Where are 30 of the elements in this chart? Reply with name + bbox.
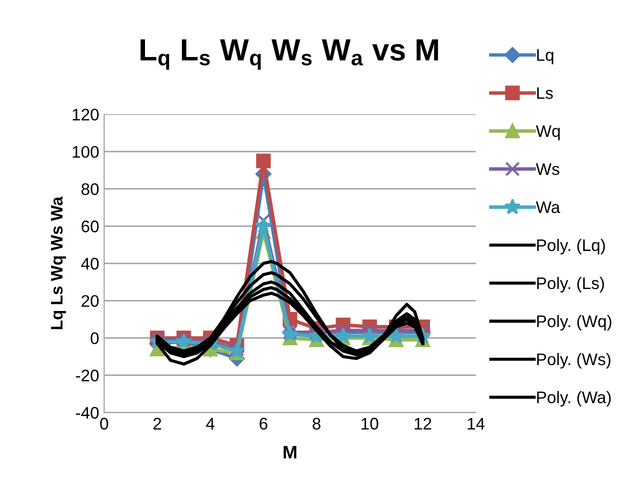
legend-label: Poly. (Wa) [537, 391, 611, 407]
legend-label: Lq [537, 49, 554, 64]
legend-label: Poly. (Ws) [537, 352, 610, 369]
x-tick-label: 6 [260, 418, 268, 430]
legend-label: Wq [536, 125, 560, 140]
x-tick-label: 0 [100, 418, 108, 430]
y-tick-label: 20 [82, 295, 99, 307]
y-tick-label: -40 [76, 406, 99, 419]
x-tick-label: 14 [468, 418, 485, 430]
y-tick-label: -20 [76, 370, 99, 382]
y-tick-label: 100 [72, 146, 99, 158]
y-tick-label: 0 [90, 332, 99, 344]
legend-label: Wa [536, 201, 560, 214]
x-tick-label: 12 [414, 418, 432, 430]
x-tick-label: 8 [312, 418, 320, 430]
x-axis-title: M [284, 446, 296, 458]
y-tick-label: 40 [81, 258, 99, 270]
legend-label: Poly. (Lq) [537, 238, 605, 254]
legend-label: Poly. (Wq) [537, 314, 612, 330]
legend-label: Poly. (Ls) [537, 276, 604, 292]
y-tick-label: 80 [81, 183, 99, 196]
chart-title: L$_{q}$ L$_{s}$ W$_{q}$ W$_{s}$ W$_{a}$ vs M [140, 39, 438, 70]
y-tick-label: 120 [72, 108, 99, 121]
x-tick-label: 10 [362, 418, 378, 430]
x-tick-label: 2 [153, 418, 162, 430]
y-tick-label: 60 [82, 220, 99, 232]
x-tick-label: 4 [206, 418, 214, 430]
y-axis-title: Lq Ls Wq Ws Wa [51, 196, 66, 330]
legend-label: Ws [536, 163, 560, 176]
legend-label: Ls [537, 87, 553, 99]
